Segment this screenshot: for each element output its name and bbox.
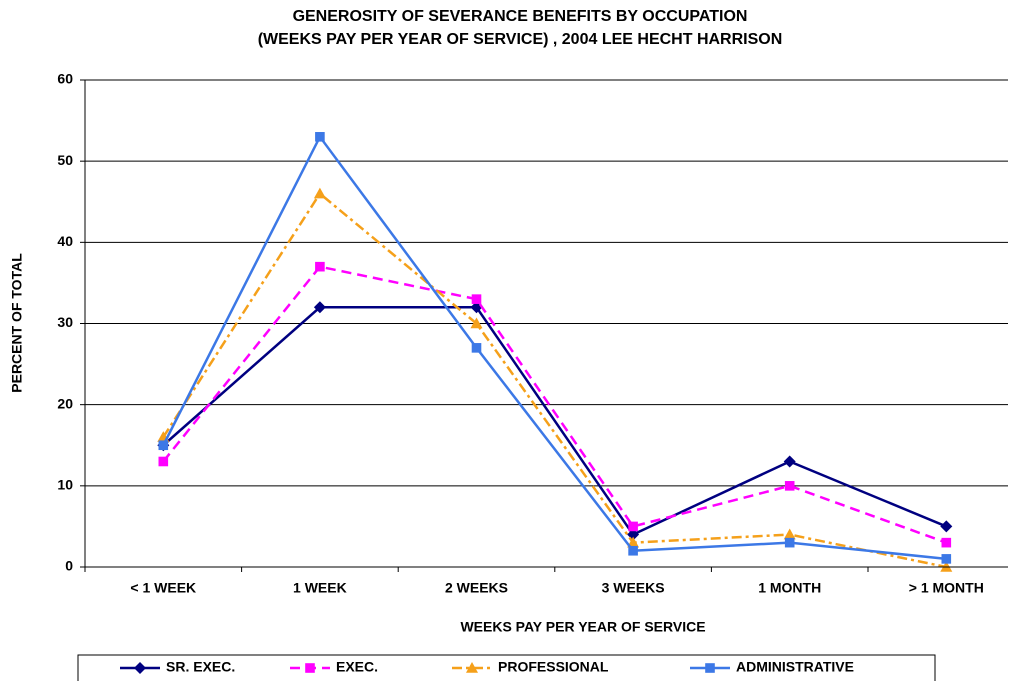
y-tick-label: 10 [57, 477, 73, 493]
legend-marker [134, 662, 146, 674]
chart-title: (WEEKS PAY PER YEAR OF SERVICE) , 2004 L… [258, 31, 783, 48]
x-tick-label: 1 WEEK [293, 580, 347, 596]
marker [313, 187, 326, 199]
x-tick-label: 3 WEEKS [602, 580, 665, 596]
legend-label: SR. EXEC. [166, 659, 235, 675]
x-tick-label: 2 WEEKS [445, 580, 508, 596]
marker [158, 456, 169, 467]
y-tick-label: 50 [57, 152, 73, 168]
series-line [162, 265, 947, 544]
marker [941, 554, 952, 564]
legend-box [77, 654, 936, 681]
marker [783, 528, 796, 540]
y-tick-label: 20 [57, 395, 73, 411]
marker [315, 132, 325, 142]
y-tick-label: 60 [57, 71, 73, 87]
marker [158, 440, 169, 451]
marker [315, 261, 325, 272]
x-axis-title: WEEKS PAY PER YEAR OF SERVICE [460, 619, 705, 635]
marker [627, 536, 640, 548]
y-tick-label: 0 [65, 558, 73, 574]
marker [783, 455, 796, 468]
marker [471, 294, 482, 304]
series-line [162, 134, 947, 561]
y-axis-title: PERCENT OF TOTAL [9, 253, 25, 393]
marker [313, 301, 326, 314]
legend-label: ADMINISTRATIVE [736, 659, 854, 675]
x-tick-label: > 1 MONTH [909, 580, 984, 596]
legend-label: PROFESSIONAL [498, 659, 609, 675]
marker [784, 537, 795, 548]
legend-label: EXEC. [336, 659, 378, 675]
marker [628, 545, 638, 556]
marker [470, 301, 483, 314]
legend-marker [705, 663, 715, 673]
series-line [162, 191, 947, 569]
marker [628, 521, 638, 532]
x-tick-label: 1 MONTH [758, 580, 821, 596]
chart-title: GENEROSITY OF SEVERANCE BENEFITS BY OCCU… [293, 8, 748, 25]
marker [471, 343, 482, 353]
series-line [162, 306, 947, 537]
marker [940, 520, 953, 533]
marker [940, 561, 953, 572]
x-tick-label: < 1 WEEK [130, 580, 196, 596]
marker [784, 481, 795, 491]
y-tick-label: 40 [57, 233, 73, 249]
y-tick-label: 30 [57, 314, 73, 330]
marker [470, 317, 483, 329]
legend-marker [305, 663, 315, 673]
marker [941, 537, 952, 548]
legend-marker [466, 662, 478, 673]
